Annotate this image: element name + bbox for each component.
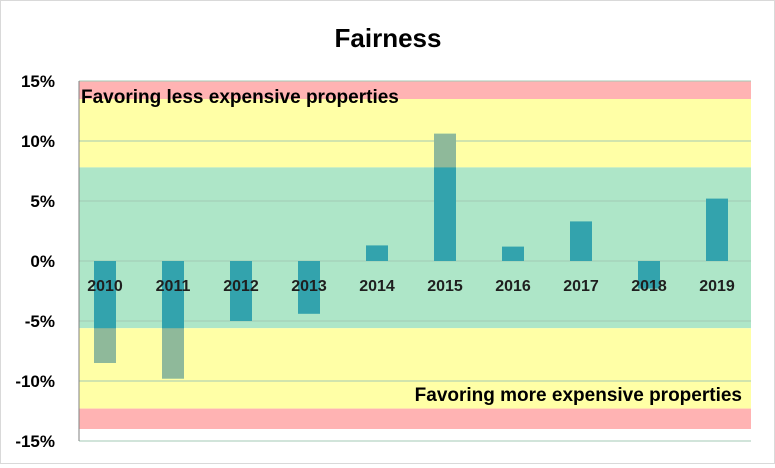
x-category-label: 2015 [427, 278, 463, 295]
y-tick-label: -15% [15, 432, 55, 451]
y-tick-label: 0% [30, 252, 55, 271]
annotation-lower: Favoring more expensive properties [415, 385, 742, 406]
bar-segment-outside-band [434, 133, 456, 168]
x-category-label: 2019 [699, 278, 735, 295]
background-band-3 [79, 328, 751, 409]
x-category-label: 2018 [631, 278, 667, 295]
x-category-label: 2011 [156, 278, 191, 295]
bar-2018 [638, 261, 660, 289]
background-band-0 [79, 81, 751, 99]
y-tick-label: -5% [25, 312, 55, 331]
x-category-label: 2016 [495, 278, 531, 295]
x-category-label: 2014 [359, 278, 395, 295]
annotation-upper: Favoring less expensive properties [81, 87, 399, 108]
background-band-2 [79, 167, 751, 329]
bar-2013 [298, 261, 320, 314]
bar-2016 [502, 246, 524, 261]
x-category-label: 2010 [87, 278, 123, 295]
bar-2012 [230, 261, 252, 321]
bar-segment-outside-band [162, 328, 184, 379]
background-band-1 [79, 99, 751, 168]
y-tick-label: -10% [15, 372, 55, 391]
y-tick-label: 10% [21, 132, 55, 151]
bar-2014 [366, 245, 388, 261]
bar-2019 [706, 198, 728, 261]
y-tick-label: 5% [30, 192, 55, 211]
background-band-4 [79, 408, 751, 429]
bar-2017 [570, 221, 592, 261]
chart-title: Fairness [335, 23, 442, 53]
x-category-label: 2013 [291, 278, 327, 295]
x-category-label: 2017 [563, 278, 599, 295]
bar-segment-outside-band [94, 328, 116, 363]
x-category-label: 2012 [223, 278, 259, 295]
y-tick-label: 15% [21, 72, 55, 91]
